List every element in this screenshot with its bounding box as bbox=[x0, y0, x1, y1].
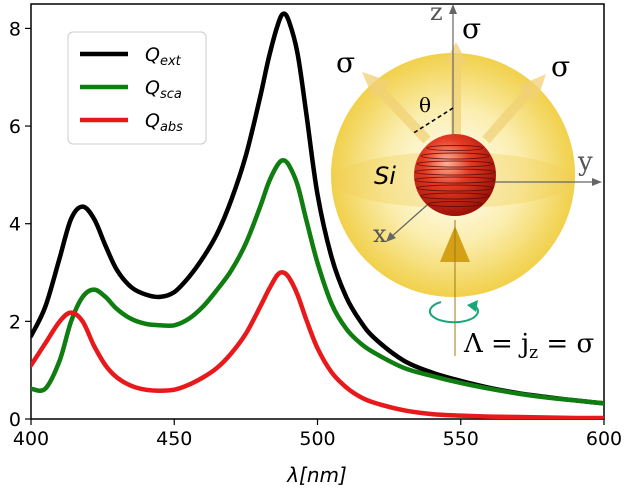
scattered-arrow-right bbox=[482, 74, 546, 144]
series-lines bbox=[31, 11, 604, 419]
x-tick-label: 500 bbox=[299, 428, 335, 450]
polarization-circle-icon bbox=[428, 300, 479, 324]
sphere-field-lines bbox=[414, 145, 496, 207]
theta-direction-line bbox=[411, 107, 454, 135]
sigma-top-label: σ bbox=[462, 12, 481, 45]
x-axis-label: x bbox=[373, 220, 387, 248]
legend-label-main: Q bbox=[145, 44, 160, 66]
scattered-arrow-top bbox=[444, 42, 468, 135]
sigma-left-label: σ bbox=[336, 46, 355, 79]
y-tick-label: 2 bbox=[9, 311, 21, 333]
helicity-subscript: z bbox=[529, 343, 538, 363]
scattered-arrow-left bbox=[362, 72, 431, 144]
legend-label-subscript: sca bbox=[160, 87, 182, 102]
x-axis-ticks: 400 450 500 550 600 bbox=[13, 419, 622, 450]
y-axis-label: y bbox=[577, 147, 593, 177]
y-tick-label: 0 bbox=[9, 409, 21, 431]
legend-label-main: Q bbox=[145, 77, 160, 99]
inset-illustration: z y x σ σ σ θ Si Λ = jz = σ bbox=[331, 0, 602, 363]
y-axis-arrowhead bbox=[592, 178, 602, 186]
x-tick-label: 400 bbox=[13, 428, 49, 450]
x-tick-label: 550 bbox=[443, 428, 479, 450]
legend-label-main: Q bbox=[145, 110, 160, 132]
x-axis-title: λ[nm] bbox=[286, 463, 347, 487]
x-axis-arrowhead bbox=[386, 232, 396, 242]
sigma-right-label: σ bbox=[551, 50, 570, 83]
legend-label-sca: Qsca bbox=[145, 77, 182, 102]
theta-label: θ bbox=[419, 93, 431, 117]
y-tick-label: 4 bbox=[9, 214, 21, 236]
legend-label-abs: Qabs bbox=[145, 110, 183, 135]
x-tick-label: 450 bbox=[156, 428, 192, 450]
helicity-rhs: = σ bbox=[538, 329, 594, 359]
helicity-equation: Λ = jz = σ bbox=[463, 329, 594, 363]
z-axis-arrowhead bbox=[449, 4, 457, 14]
z-axis-label: z bbox=[430, 0, 443, 26]
legend-box bbox=[67, 31, 207, 145]
material-label: Si bbox=[374, 162, 396, 190]
series-line-ext bbox=[31, 11, 604, 406]
y-tick-label: 8 bbox=[9, 18, 21, 40]
legend-label-subscript: ext bbox=[160, 54, 182, 69]
series-line-sca bbox=[31, 157, 604, 406]
x-tick-label: 600 bbox=[586, 428, 622, 450]
series-line-abs bbox=[31, 270, 604, 419]
legend-label-ext: Qext bbox=[145, 44, 182, 69]
legend-label-subscript: abs bbox=[160, 120, 183, 135]
y-axis-ticks: 0 2 4 6 8 bbox=[9, 18, 31, 431]
y-tick-label: 6 bbox=[9, 116, 21, 138]
